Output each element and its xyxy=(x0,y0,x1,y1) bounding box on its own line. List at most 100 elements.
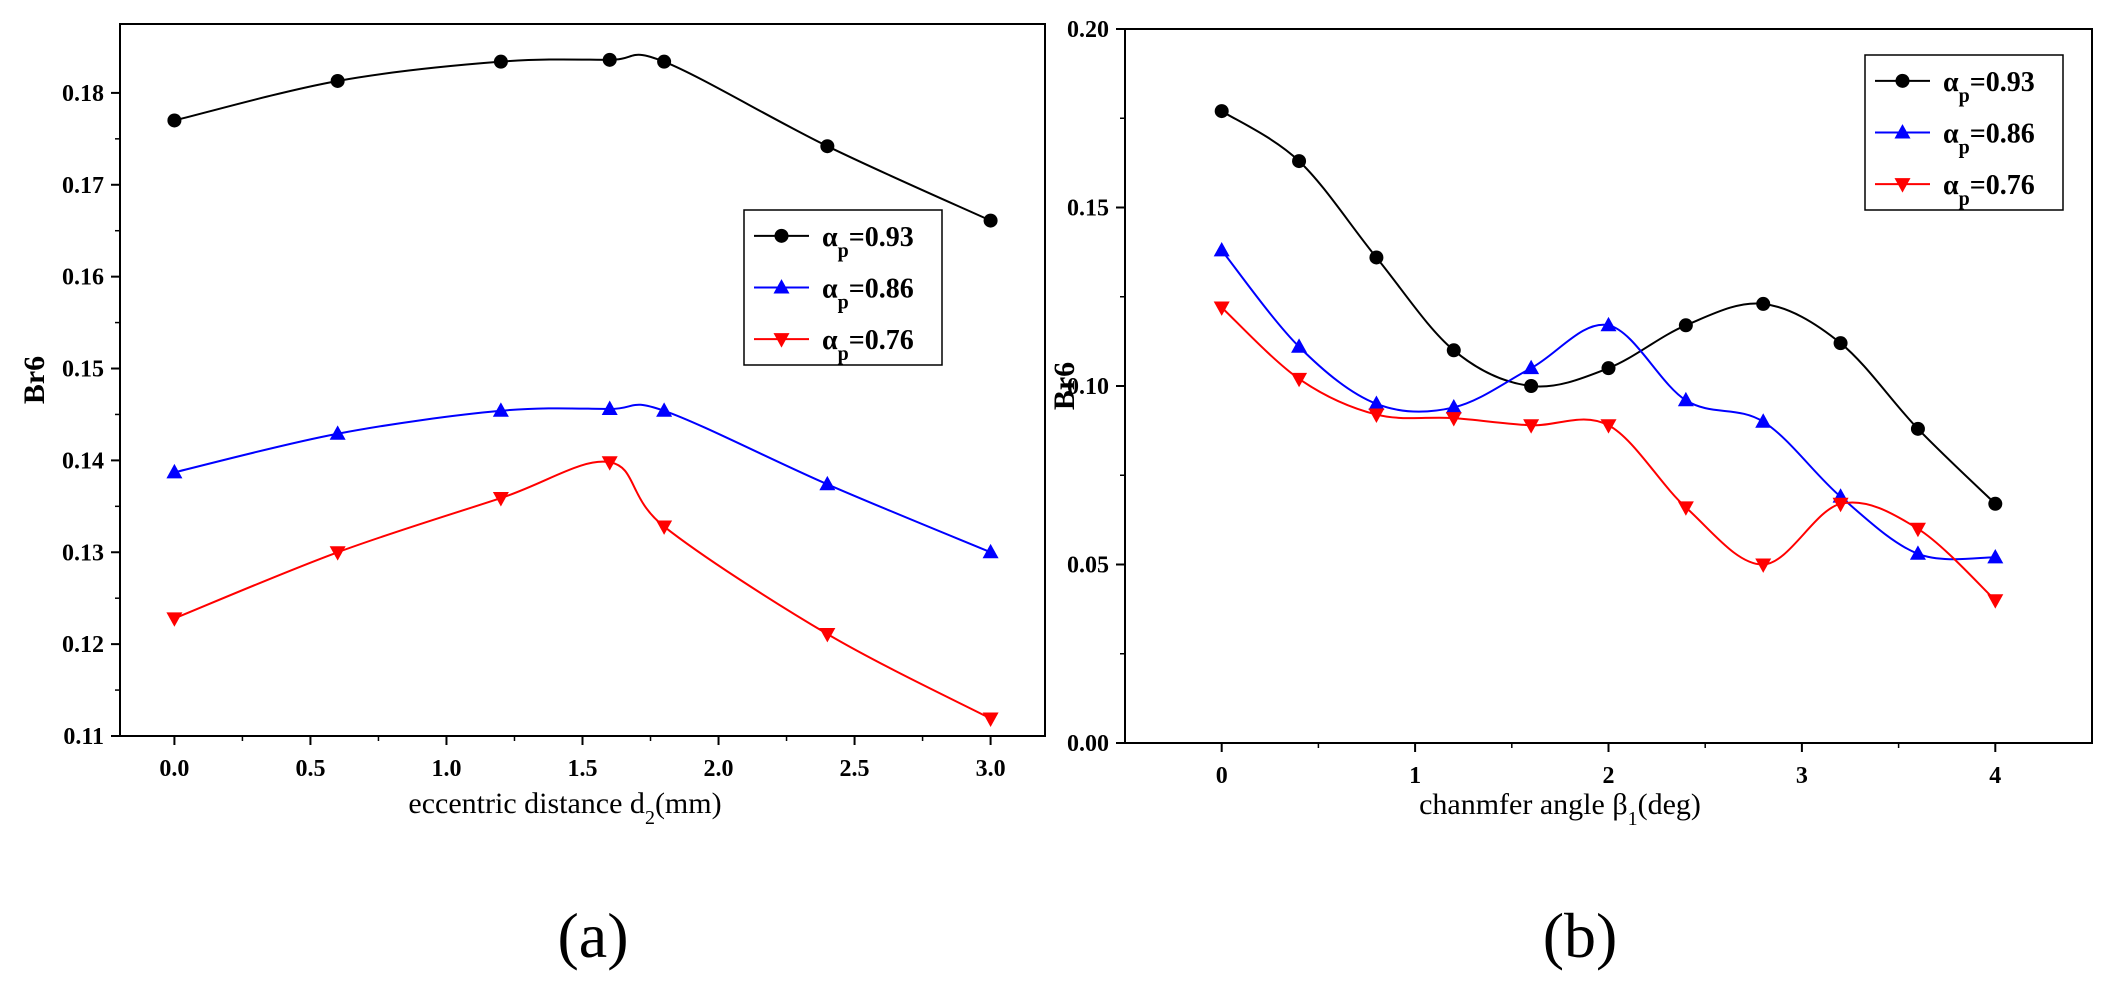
data-point xyxy=(1524,379,1539,393)
panel-label-b: (b) xyxy=(1543,900,1618,971)
x-tick-label: 2.5 xyxy=(840,756,870,782)
x-tick-label: 1.5 xyxy=(568,756,598,782)
data-point xyxy=(1446,343,1461,358)
data-point xyxy=(1214,104,1229,119)
data-point xyxy=(657,54,672,69)
x-tick-label: 3 xyxy=(1796,763,1808,789)
y-tick-label: 0.17 xyxy=(62,173,104,199)
data-point xyxy=(1678,318,1693,333)
data-point xyxy=(983,213,998,228)
data-point xyxy=(329,425,346,440)
data-point xyxy=(1987,594,2004,609)
legend-label: αp=0.93 xyxy=(822,222,914,262)
y-axis-ticks-a: 0.11 0.12 0.13 0.14 0.15 0.16 0.17 0.18 xyxy=(62,81,120,750)
legend-marker xyxy=(1895,73,1910,88)
y-tick-label: 0.16 xyxy=(62,265,104,291)
x-tick-label: 0.5 xyxy=(295,756,325,782)
data-point xyxy=(1291,372,1308,388)
data-point xyxy=(166,612,183,627)
data-point xyxy=(601,456,618,471)
data-point xyxy=(1756,296,1771,311)
y-tick-label: 0.15 xyxy=(62,357,104,383)
data-point xyxy=(1601,361,1616,376)
series-line-2 xyxy=(174,403,991,554)
y-tick-label: 0.05 xyxy=(1067,553,1109,579)
data-point xyxy=(820,139,835,154)
data-point xyxy=(1988,496,2003,511)
y-axis-label-b: Br6 xyxy=(1048,362,1081,410)
data-point xyxy=(492,492,509,507)
data-point xyxy=(1909,522,1926,538)
y-tick-label: 0.12 xyxy=(62,632,104,658)
x-axis-label-b: chanmfer angle β1(deg) xyxy=(1419,788,1701,830)
y-tick-label: 0.00 xyxy=(1067,731,1109,757)
plot-frame-a xyxy=(119,23,1046,737)
x-tick-label: 3.0 xyxy=(976,756,1006,782)
x-axis-ticks-b: 0 1 2 3 4 xyxy=(1216,743,2001,789)
data-point xyxy=(492,402,509,417)
legend-a: αp=0.93 αp=0.86 αp=0.76 xyxy=(743,209,943,366)
series-line-2 xyxy=(1220,249,1996,561)
series-group-a xyxy=(166,52,999,727)
data-point xyxy=(330,73,345,88)
y-tick-label: 0.14 xyxy=(62,448,104,474)
data-point xyxy=(167,113,182,128)
y-tick-label: 0.15 xyxy=(1067,196,1109,222)
legend-label: αp=0.86 xyxy=(822,274,914,314)
data-point xyxy=(656,402,673,417)
legend-label: αp=0.93 xyxy=(1943,67,2035,107)
data-point xyxy=(1523,419,1540,434)
data-point xyxy=(1832,497,1849,513)
data-point xyxy=(1368,395,1385,410)
series-line-3 xyxy=(174,460,992,720)
data-point xyxy=(493,54,508,69)
x-tick-label: 2.0 xyxy=(704,756,734,782)
data-point xyxy=(1213,241,1230,257)
y-tick-label: 0.13 xyxy=(62,540,104,566)
series-group-b xyxy=(1213,104,2004,609)
legend-marker xyxy=(773,333,790,348)
data-point xyxy=(1909,545,1926,560)
y-axis-label-a: Br6 xyxy=(18,356,51,404)
data-point xyxy=(1523,359,1540,375)
data-point xyxy=(1369,250,1384,265)
data-point xyxy=(166,463,183,479)
data-point xyxy=(819,628,836,643)
data-point xyxy=(1368,408,1385,423)
panel-a: 0.0 0.5 1.0 1.5 2.0 2.5 3.0 0.110.120.130.140.… xyxy=(18,23,1046,971)
legend-marker xyxy=(1894,124,1911,139)
data-point xyxy=(1213,301,1230,316)
data-point xyxy=(982,712,999,727)
legend-marker xyxy=(1894,178,1911,193)
legend-b: αp=0.93 αp=0.86 αp=0.76 xyxy=(1864,54,2064,211)
legend-label: αp=0.76 xyxy=(822,325,914,365)
x-tick-label: 1 xyxy=(1409,763,1421,789)
series-line-1 xyxy=(174,53,992,222)
data-point xyxy=(601,400,618,415)
data-point xyxy=(1677,501,1694,516)
data-point xyxy=(1755,413,1772,428)
data-point xyxy=(1833,336,1848,351)
y-axis-ticks-b: 0.00 0.05 0.10 0.15 0.20 xyxy=(1067,17,1125,757)
data-point xyxy=(602,52,617,67)
y-tick-label: 0.11 xyxy=(63,724,104,750)
data-point xyxy=(819,475,836,491)
data-point xyxy=(1292,154,1307,169)
x-axis-label-a: eccentric distance d2(mm) xyxy=(408,787,721,829)
data-point xyxy=(329,546,346,561)
panel-label-a: (a) xyxy=(557,900,628,971)
panel-b: 0 1 2 3 4 0.00 0.05 0.10 0.15 0.20 Br6 chanmfer … xyxy=(1048,17,2093,971)
x-tick-label: 0 xyxy=(1216,763,1228,789)
legend-marker xyxy=(774,228,789,243)
data-point xyxy=(1445,412,1462,427)
data-point xyxy=(1987,548,2004,564)
legend-label: αp=0.86 xyxy=(1943,119,2035,159)
x-tick-label: 4 xyxy=(1989,763,2001,789)
data-point xyxy=(1600,419,1617,434)
data-point xyxy=(656,520,673,535)
data-point xyxy=(1755,558,1772,573)
data-point xyxy=(1677,391,1694,407)
x-tick-label: 0.0 xyxy=(159,756,189,782)
data-point xyxy=(1600,316,1617,332)
